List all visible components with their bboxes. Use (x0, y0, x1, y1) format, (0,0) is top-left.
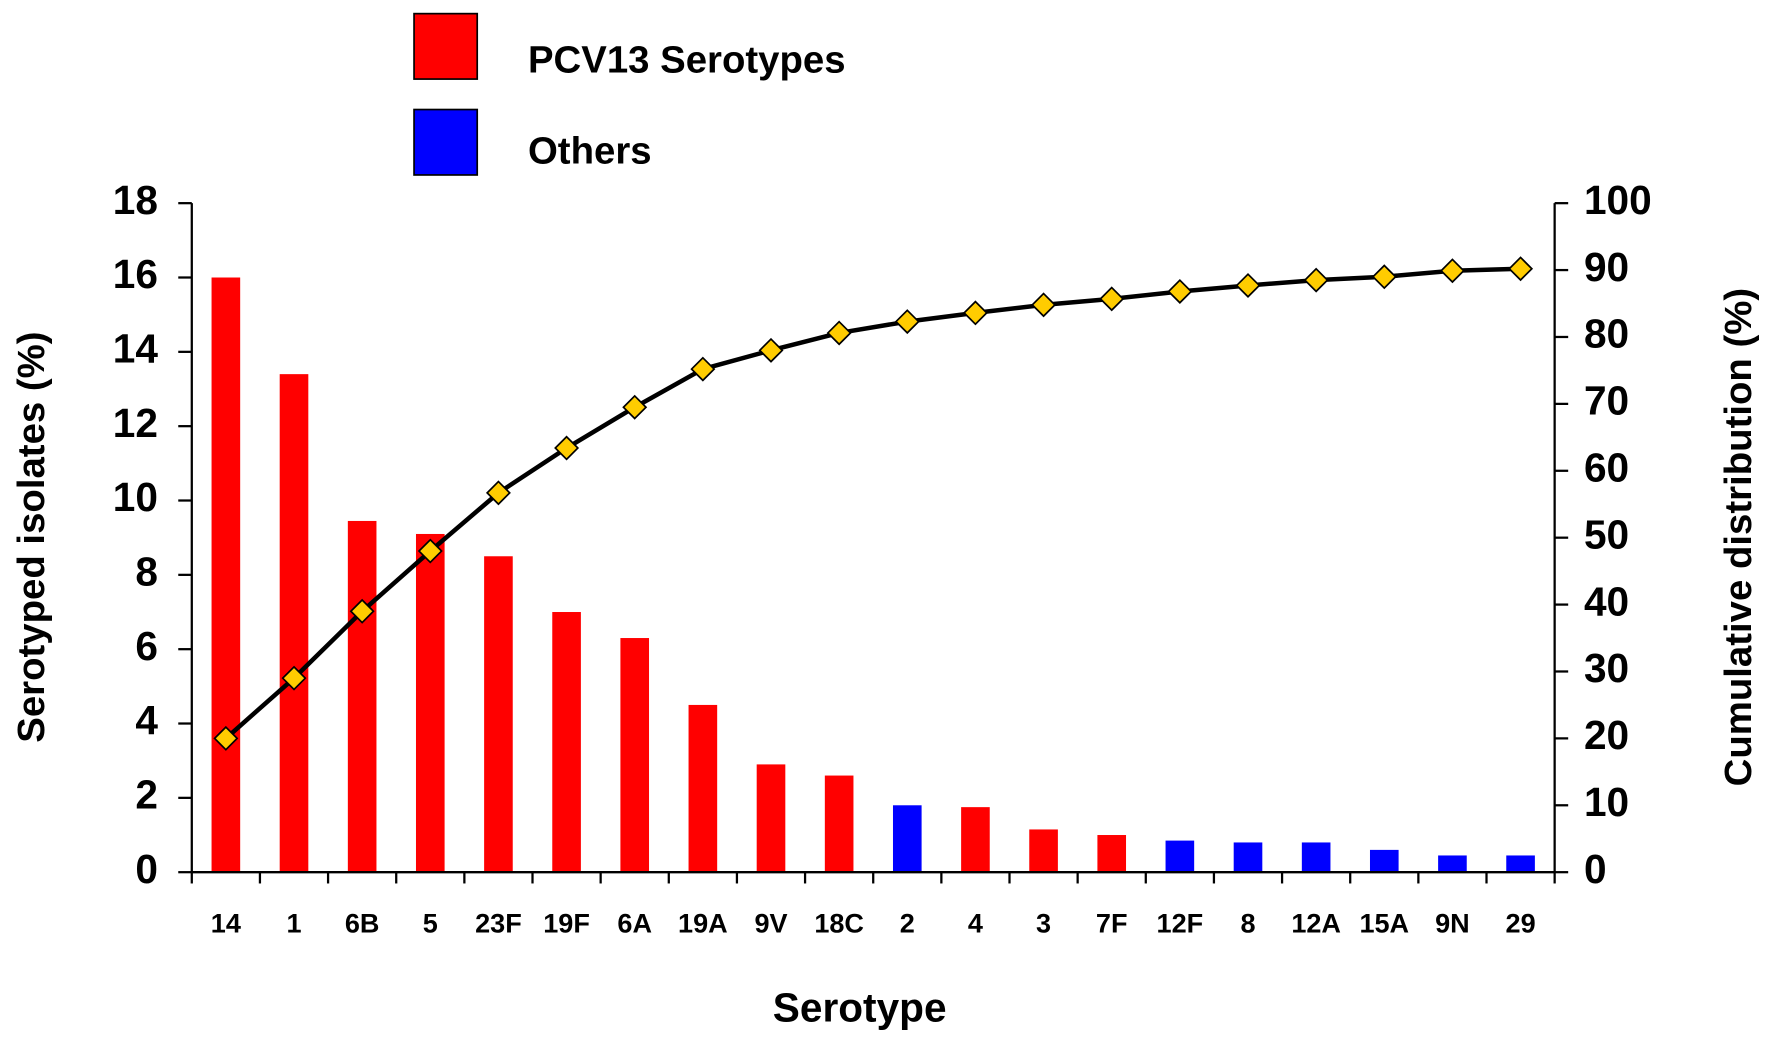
y-tick-label: 18 (113, 177, 158, 223)
cumulative-marker (1508, 256, 1534, 282)
x-tick-label: 6A (617, 907, 652, 938)
cumulative-marker (554, 435, 580, 461)
y2-tick-label: 90 (1584, 244, 1629, 290)
bar (1301, 842, 1331, 873)
x-tick-label: 18C (814, 907, 864, 938)
cumulative-marker (417, 538, 443, 564)
bar (961, 807, 990, 873)
cumulative-marker (1439, 258, 1465, 284)
x-tick-label: 6B (345, 907, 380, 938)
x-tick-label: 3 (1036, 907, 1051, 938)
cumulative-marker (690, 356, 716, 382)
legend-label: PCV13 Serotypes (528, 38, 846, 81)
bar (756, 764, 786, 873)
cumulative-marker (1167, 279, 1193, 304)
x-tick-label: 15A (1359, 907, 1409, 938)
cumulative-marker (281, 665, 307, 691)
x-tick-label: 19A (678, 907, 728, 938)
y2-tick-label: 0 (1584, 846, 1607, 892)
y2-tick-label: 60 (1584, 445, 1629, 491)
y-tick-label: 10 (113, 474, 158, 520)
bar (824, 775, 854, 873)
bar (1369, 849, 1399, 873)
bar (1438, 855, 1467, 873)
cumulative-marker (826, 320, 852, 346)
y2-tick-label: 100 (1584, 177, 1652, 223)
cumulative-marker (962, 300, 988, 326)
y-tick-label: 2 (135, 772, 158, 818)
y-tick-label: 0 (135, 846, 158, 892)
cumulative-marker (758, 337, 784, 363)
x-tick-label: 2 (900, 907, 915, 938)
y2-tick-label: 80 (1584, 311, 1629, 357)
y-tick-label: 12 (113, 400, 158, 446)
y2-tick-label: 50 (1584, 511, 1629, 557)
bar (620, 638, 650, 873)
y-tick-label: 4 (135, 697, 158, 743)
x-tick-label: 23F (475, 907, 522, 938)
cumulative-marker (485, 480, 511, 506)
bar (688, 704, 718, 873)
y2-tick-label: 40 (1584, 578, 1629, 624)
y-tick-label: 6 (135, 623, 158, 669)
bar (552, 612, 581, 873)
legend-label: Others (528, 130, 652, 173)
x-tick-label: 5 (423, 907, 438, 938)
x-tick-label: 1 (286, 907, 301, 938)
y-tick-label: 16 (113, 251, 158, 297)
y2-tick-label: 10 (1584, 779, 1629, 825)
cumulative-marker (1371, 264, 1397, 290)
x-tick-label: 9V (754, 907, 787, 938)
cumulative-marker (1303, 267, 1329, 293)
cumulative-marker (894, 309, 920, 335)
y-tick-label: 8 (135, 549, 158, 595)
y2-axis-label: Cumulative distribution (%) (1717, 288, 1760, 786)
bar (347, 520, 377, 873)
y2-tick-label: 30 (1584, 645, 1629, 691)
cumulative-marker (1031, 292, 1057, 318)
cumulative-marker (622, 394, 648, 420)
y2-tick-label: 70 (1584, 378, 1629, 424)
x-tick-label: 9N (1435, 907, 1470, 938)
bar (1029, 829, 1058, 873)
bar (1165, 840, 1195, 873)
x-tick-label: 12A (1291, 907, 1341, 938)
legend-swatch (413, 108, 479, 176)
x-tick-label: 8 (1240, 907, 1255, 938)
bar (1097, 835, 1127, 873)
cumulative-marker (1099, 286, 1125, 312)
y2-tick-label: 20 (1584, 712, 1629, 758)
legend-swatch (413, 12, 479, 80)
bar (1233, 842, 1263, 873)
x-tick-label: 19F (543, 907, 590, 938)
cumulative-marker (1235, 272, 1261, 298)
x-tick-label: 29 (1506, 907, 1536, 938)
bar (211, 277, 241, 873)
bar (892, 805, 922, 873)
x-axis-label: Serotype (773, 985, 947, 1031)
x-tick-label: 4 (968, 907, 983, 938)
bar (279, 374, 309, 873)
cumulative-marker (349, 598, 375, 624)
y-axis-label: Serotyped isolates (%) (10, 331, 53, 742)
bar (415, 533, 445, 873)
x-tick-label: 12F (1157, 907, 1204, 938)
x-tick-label: 7F (1096, 907, 1128, 938)
cumulative-marker (213, 725, 239, 751)
bar (484, 556, 513, 873)
bar (1506, 855, 1535, 873)
y-tick-label: 14 (113, 326, 159, 372)
x-tick-label: 14 (211, 907, 241, 938)
